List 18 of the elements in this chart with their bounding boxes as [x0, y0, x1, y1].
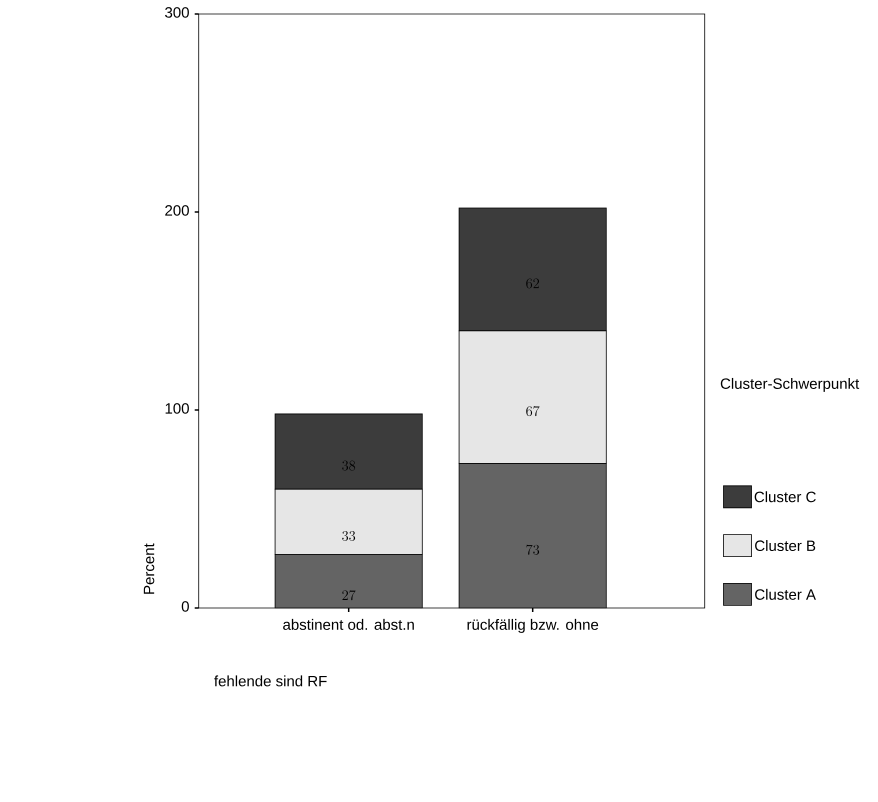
data-label: 27 — [342, 590, 356, 600]
legend-label: Cluster B — [755, 540, 816, 552]
data-label: 38 — [342, 460, 356, 471]
data-label: 73 — [526, 544, 540, 555]
y-tick-label: 100 — [166, 403, 189, 414]
y-axis-title: Percent — [144, 543, 154, 594]
legend-label: Cluster A — [755, 588, 816, 600]
data-label: 62 — [526, 278, 540, 288]
legend-title: Cluster-Schwerpunkt — [720, 378, 860, 392]
y-tick-label: 200 — [165, 205, 189, 216]
data-label: 33 — [342, 530, 356, 541]
x-tick-label: abstinent od. abst.n — [283, 618, 414, 630]
y-tick-label: 0 — [182, 601, 189, 612]
x-tick-label: rückfällig bzw. ohne — [468, 618, 598, 633]
x-axis-title: fehlende sind RF — [214, 675, 327, 686]
data-label: 67 — [526, 406, 540, 416]
y-tick-label: 300 — [165, 7, 189, 18]
legend-label: Cluster C — [754, 491, 816, 502]
